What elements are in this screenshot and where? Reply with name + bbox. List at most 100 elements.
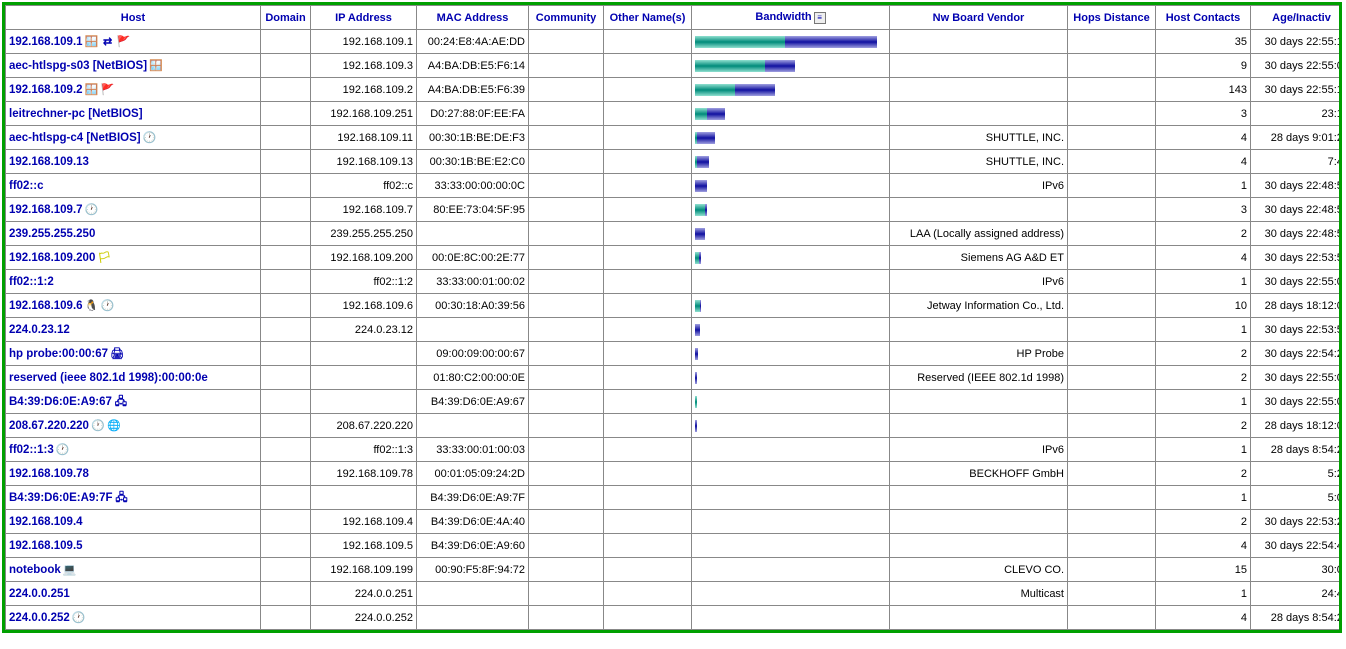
contacts-cell: 3 — [1156, 198, 1251, 222]
host-cell[interactable]: B4:39:D6:0E:A9:67🖧 — [6, 390, 261, 414]
col-vendor[interactable]: Nw Board Vendor — [890, 6, 1068, 30]
host-link[interactable]: leitrechner-pc [NetBIOS] — [9, 108, 143, 120]
table-row[interactable]: 224.0.0.251224.0.0.251Multicast124:44 — [6, 582, 1343, 606]
other-names-cell — [604, 318, 692, 342]
host-link[interactable]: 192.168.109.13 — [9, 156, 89, 168]
domain-cell — [261, 366, 311, 390]
host-cell[interactable]: ff02::1:2 — [6, 270, 261, 294]
host-cell[interactable]: 192.168.109.13 — [6, 150, 261, 174]
table-row[interactable]: leitrechner-pc [NetBIOS]192.168.109.251D… — [6, 102, 1343, 126]
host-link[interactable]: 239.255.255.250 — [9, 228, 95, 240]
other-names-cell — [604, 606, 692, 630]
host-link[interactable]: hp probe:00:00:67 — [9, 348, 108, 360]
host-cell[interactable]: 192.168.109.78 — [6, 462, 261, 486]
host-cell[interactable]: 224.0.0.251 — [6, 582, 261, 606]
table-row[interactable]: reserved (ieee 802.1d 1998):00:00:0e01:8… — [6, 366, 1343, 390]
table-row[interactable]: 192.168.109.78192.168.109.7800:01:05:09:… — [6, 462, 1343, 486]
host-link[interactable]: 192.168.109.4 — [9, 516, 83, 528]
other-names-cell — [604, 102, 692, 126]
host-cell[interactable]: reserved (ieee 802.1d 1998):00:00:0e — [6, 366, 261, 390]
other-names-cell — [604, 342, 692, 366]
host-cell[interactable]: 192.168.109.2🪟🚩 — [6, 78, 261, 102]
table-row[interactable]: 192.168.109.5192.168.109.5B4:39:D6:0E:A9… — [6, 534, 1343, 558]
host-link[interactable]: 208.67.220.220 — [9, 420, 89, 432]
host-link[interactable]: 192.168.109.200 — [9, 252, 95, 264]
host-link[interactable]: 192.168.109.2 — [9, 84, 83, 96]
host-link[interactable]: reserved (ieee 802.1d 1998):00:00:0e — [9, 372, 208, 384]
table-row[interactable]: 224.0.0.252🕐224.0.0.252428 days 8:54:28 — [6, 606, 1343, 630]
contacts-cell: 10 — [1156, 294, 1251, 318]
host-link[interactable]: 192.168.109.5 — [9, 540, 83, 552]
host-cell[interactable]: ff02::1:3🕐 — [6, 438, 261, 462]
table-row[interactable]: B4:39:D6:0E:A9:7F🖧B4:39:D6:0E:A9:7F15:00 — [6, 486, 1343, 510]
bandwidth-cell — [692, 606, 890, 630]
host-link[interactable]: 224.0.23.12 — [9, 324, 70, 336]
host-cell[interactable]: 192.168.109.7🕐 — [6, 198, 261, 222]
table-row[interactable]: 239.255.255.250239.255.255.250LAA (Local… — [6, 222, 1343, 246]
host-link[interactable]: ff02::1:2 — [9, 276, 54, 288]
bandwidth-cell — [692, 582, 890, 606]
host-link[interactable]: aec-htlspg-s03 [NetBIOS] — [9, 60, 147, 72]
col-community[interactable]: Community — [529, 6, 604, 30]
table-row[interactable]: ff02::1:2ff02::1:233:33:00:01:00:02IPv61… — [6, 270, 1343, 294]
col-other-names[interactable]: Other Name(s) — [604, 6, 692, 30]
host-link[interactable]: aec-htlspg-c4 [NetBIOS] — [9, 132, 141, 144]
community-cell — [529, 54, 604, 78]
community-cell — [529, 510, 604, 534]
host-link[interactable]: 192.168.109.1 — [9, 36, 83, 48]
col-age[interactable]: Age/Inactiv — [1251, 6, 1343, 30]
table-row[interactable]: B4:39:D6:0E:A9:67🖧B4:39:D6:0E:A9:67130 d… — [6, 390, 1343, 414]
host-link[interactable]: 192.168.109.6 — [9, 300, 83, 312]
host-cell[interactable]: 208.67.220.220🕐🌐 — [6, 414, 261, 438]
table-row[interactable]: 192.168.109.13192.168.109.1300:30:1B:BE:… — [6, 150, 1343, 174]
table-row[interactable]: ff02::cff02::c33:33:00:00:00:0CIPv6130 d… — [6, 174, 1343, 198]
host-cell[interactable]: B4:39:D6:0E:A9:7F🖧 — [6, 486, 261, 510]
col-host[interactable]: Host — [6, 6, 261, 30]
host-link[interactable]: B4:39:D6:0E:A9:67 — [9, 396, 112, 408]
host-cell[interactable]: ff02::c — [6, 174, 261, 198]
host-link[interactable]: ff02::c — [9, 180, 44, 192]
mac-cell: 80:EE:73:04:5F:95 — [417, 198, 529, 222]
col-mac[interactable]: MAC Address — [417, 6, 529, 30]
table-row[interactable]: notebook💻192.168.109.19900:90:F5:8F:94:7… — [6, 558, 1343, 582]
table-row[interactable]: hp probe:00:00:67🖨09:00:09:00:00:67HP Pr… — [6, 342, 1343, 366]
col-ip[interactable]: IP Address — [311, 6, 417, 30]
host-link[interactable]: notebook — [9, 564, 61, 576]
table-row[interactable]: ff02::1:3🕐ff02::1:333:33:00:01:00:03IPv6… — [6, 438, 1343, 462]
table-row[interactable]: 192.168.109.4192.168.109.4B4:39:D6:0E:4A… — [6, 510, 1343, 534]
col-contacts[interactable]: Host Contacts — [1156, 6, 1251, 30]
table-row[interactable]: 192.168.109.7🕐192.168.109.7 80:EE:73:04:5… — [6, 198, 1343, 222]
host-cell[interactable]: 192.168.109.6🐧🕐 — [6, 294, 261, 318]
host-cell[interactable]: aec-htlspg-c4 [NetBIOS]🕐 — [6, 126, 261, 150]
table-row[interactable]: aec-htlspg-c4 [NetBIOS]🕐192.168.109.1100… — [6, 126, 1343, 150]
table-row[interactable]: 192.168.109.2🪟🚩192.168.109.2A4:BA:DB:E5:… — [6, 78, 1343, 102]
host-cell[interactable]: 239.255.255.250 — [6, 222, 261, 246]
host-cell[interactable]: 192.168.109.1🪟⇄🚩 — [6, 30, 261, 54]
host-cell[interactable]: 192.168.109.5 — [6, 534, 261, 558]
col-domain[interactable]: Domain — [261, 6, 311, 30]
host-cell[interactable]: hp probe:00:00:67🖨 — [6, 342, 261, 366]
host-cell[interactable]: 224.0.23.12 — [6, 318, 261, 342]
host-link[interactable]: 224.0.0.252 — [9, 612, 70, 624]
table-row[interactable]: 192.168.109.200🏳192.168.109.20000:0E:8C:… — [6, 246, 1343, 270]
host-link[interactable]: 224.0.0.251 — [9, 588, 70, 600]
col-hops[interactable]: Hops Distance — [1068, 6, 1156, 30]
host-link[interactable]: 192.168.109.78 — [9, 468, 89, 480]
table-row[interactable]: 192.168.109.6🐧🕐192.168.109.600:30:18:A0:… — [6, 294, 1343, 318]
table-row[interactable]: 208.67.220.220🕐🌐208.67.220.220228 days 1… — [6, 414, 1343, 438]
host-cell[interactable]: aec-htlspg-s03 [NetBIOS]🪟 — [6, 54, 261, 78]
table-row[interactable]: 192.168.109.1🪟⇄🚩192.168.109.100:24:E8:4A… — [6, 30, 1343, 54]
host-link[interactable]: ff02::1:3 — [9, 444, 54, 456]
host-cell[interactable]: 224.0.0.252🕐 — [6, 606, 261, 630]
host-cell[interactable]: leitrechner-pc [NetBIOS] — [6, 102, 261, 126]
host-link[interactable]: B4:39:D6:0E:A9:7F — [9, 492, 113, 504]
col-bandwidth[interactable]: Bandwidth≡ — [692, 6, 890, 30]
table-row[interactable]: 224.0.23.12224.0.23.12130 days 22:53:50 — [6, 318, 1343, 342]
host-cell[interactable]: 192.168.109.4 — [6, 510, 261, 534]
table-row[interactable]: aec-htlspg-s03 [NetBIOS]🪟192.168.109.3A4… — [6, 54, 1343, 78]
host-cell[interactable]: 192.168.109.200🏳 — [6, 246, 261, 270]
host-link[interactable]: 192.168.109.7 — [9, 204, 83, 216]
host-cell[interactable]: notebook💻 — [6, 558, 261, 582]
domain-cell — [261, 438, 311, 462]
bw-seg2 — [695, 420, 697, 432]
